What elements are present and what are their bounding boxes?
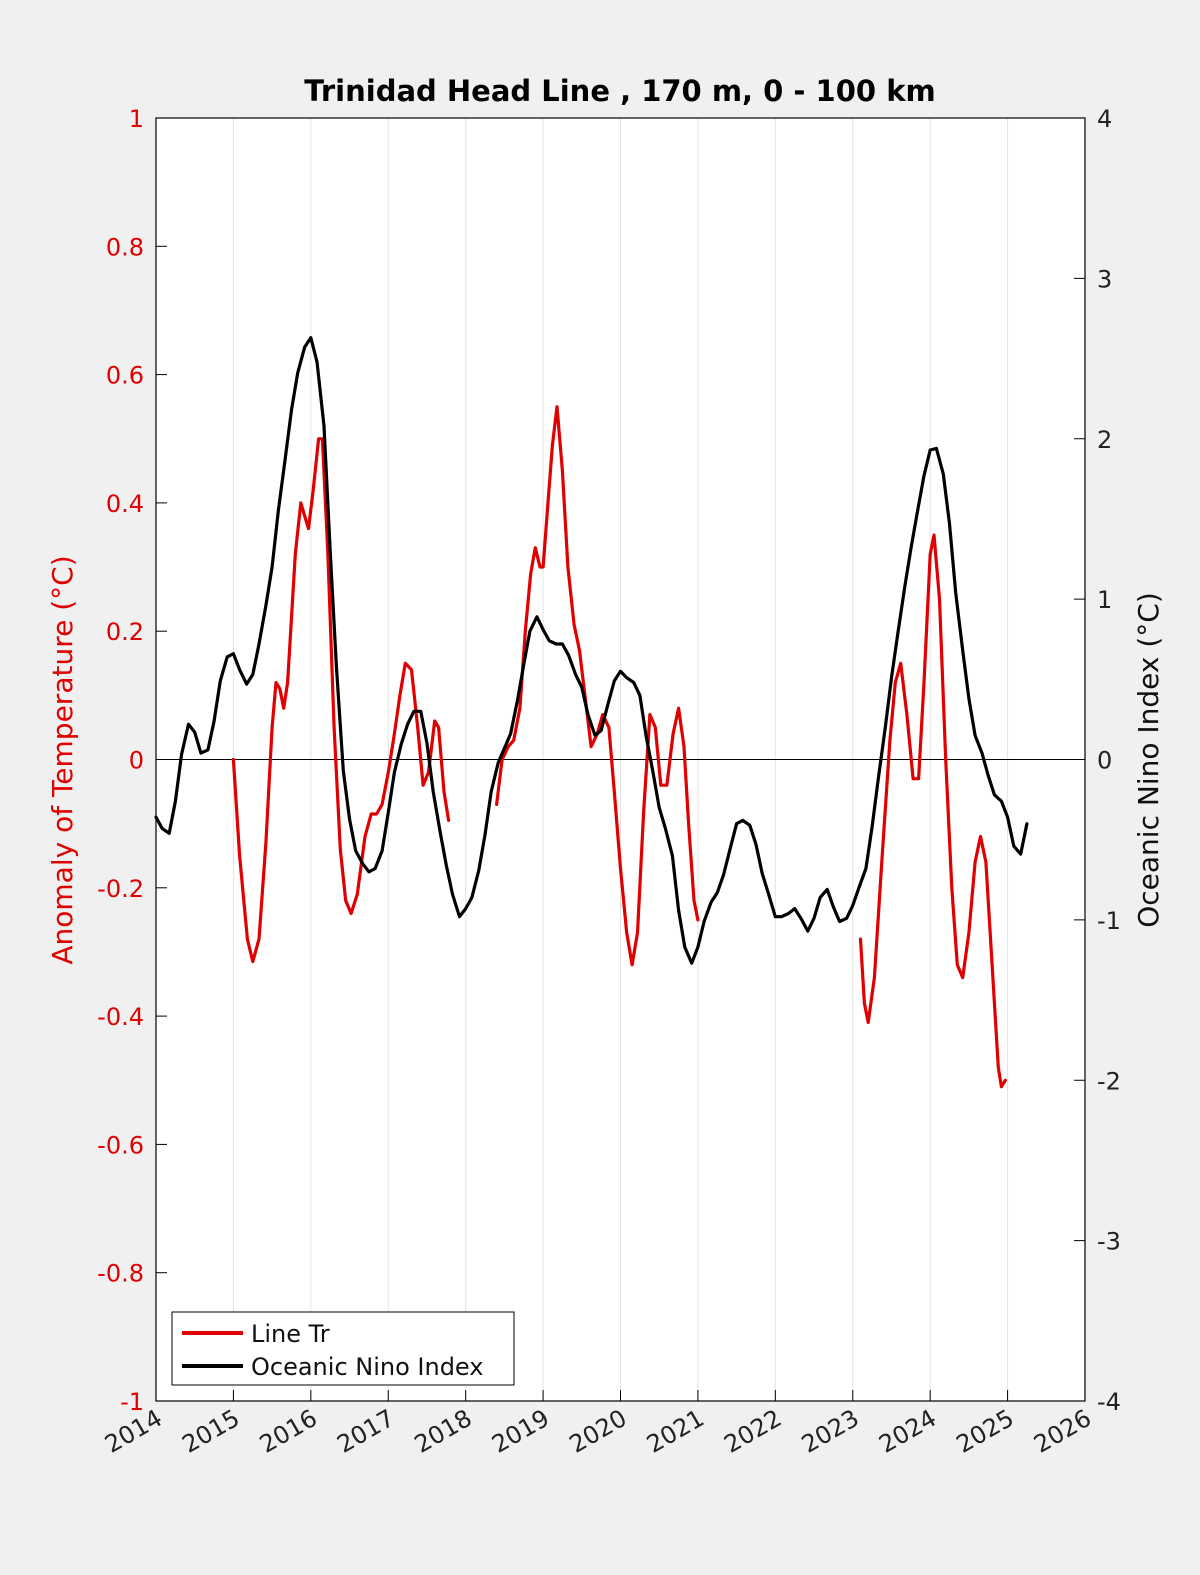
left-tick-label: 0.4 (106, 490, 144, 518)
legend: Line Tr Oceanic Nino Index (171, 1311, 515, 1386)
right-tick-label: 3 (1097, 265, 1112, 293)
series-layer (154, 336, 1029, 1089)
left-tick-label: 0.2 (106, 618, 144, 646)
left-tick-label: -1 (120, 1388, 144, 1416)
left-tick-label: 0 (129, 747, 144, 775)
right-tick-label: 4 (1097, 105, 1112, 133)
chart-title: Trinidad Head Line , 170 m, 0 - 100 km (304, 74, 935, 108)
right-tick-label: -2 (1097, 1067, 1121, 1095)
legend-box (171, 1311, 515, 1386)
left-tick-label: -0.6 (97, 1131, 144, 1159)
left-axis-ticks: 1 0.8 0.6 0.4 0.2 0 -0.2 -0.4 -0.6 -0.8 -1 (97, 105, 167, 1416)
left-axis-label: Anomaly of Temperature (°C) (46, 555, 79, 964)
right-axis-ticks: 4 3 2 1 0 -1 -2 -3 -4 (1074, 105, 1121, 1416)
right-tick-label: 2 (1097, 426, 1112, 454)
right-tick-label: -3 (1097, 1228, 1121, 1256)
right-tick-label: -4 (1097, 1388, 1121, 1416)
legend-label-line-tr: Line Tr (251, 1320, 330, 1348)
right-tick-label: 0 (1097, 747, 1112, 775)
left-tick-label: 0.6 (106, 362, 144, 390)
left-tick-label: -0.8 (97, 1260, 144, 1288)
line-tr-series-segment-0 (231, 437, 451, 964)
oni-series-segment-0 (154, 336, 1029, 965)
left-tick-label: -0.4 (97, 1003, 144, 1031)
left-tick-label: -0.2 (97, 875, 144, 903)
right-axis-label: Oceanic Nino Index (°C) (1132, 592, 1165, 928)
left-tick-label: 1 (129, 105, 144, 133)
line-tr-series-segment-1 (495, 405, 700, 967)
legend-label-oni: Oceanic Nino Index (251, 1353, 483, 1381)
right-tick-label: -1 (1097, 907, 1121, 935)
line-tr-series-segment-2 (858, 533, 1007, 1089)
left-tick-label: 0.8 (106, 233, 144, 261)
right-tick-label: 1 (1097, 586, 1112, 614)
